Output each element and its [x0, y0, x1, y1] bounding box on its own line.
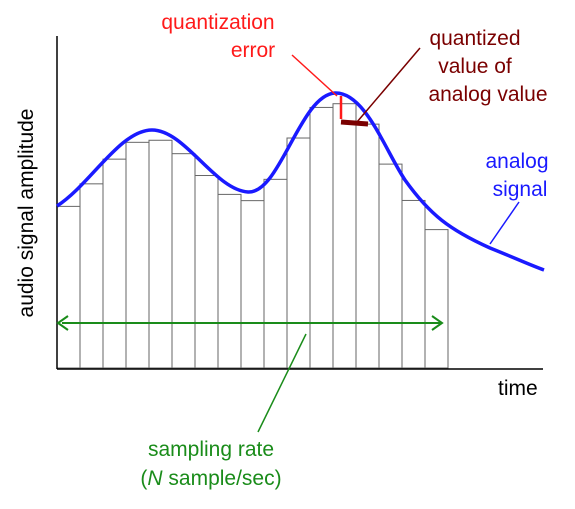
quantization-error-leader — [291, 54, 338, 97]
quantized-value-marker — [340, 119, 369, 127]
analog-signal-label-line2: signal — [493, 178, 548, 201]
sampling-rate-paren: ( — [140, 467, 147, 490]
sample-bar — [56, 205, 81, 369]
sample-bars — [56, 103, 449, 369]
sampling-rate-leader — [257, 333, 307, 433]
sample-bar — [378, 163, 403, 369]
sample-bar — [286, 137, 311, 369]
analog-signal-label: analog signal — [485, 150, 548, 201]
analog-signal-leader — [489, 201, 520, 245]
sample-bar — [263, 178, 288, 369]
sampling-rate-label: sampling rate (N sample/sec) — [140, 438, 281, 490]
sampling-rate-symbol: N — [147, 467, 163, 490]
sample-bar — [332, 103, 357, 369]
sample-bar — [401, 199, 426, 369]
quantization-error-label-line2: error — [231, 39, 275, 62]
sample-bar — [148, 139, 173, 369]
sample-bar — [194, 175, 219, 369]
quantization-error-label: quantization error — [161, 11, 275, 62]
quantization-error-label-line1: quantization — [161, 11, 274, 34]
analog-signal-label-line1: analog — [485, 150, 548, 173]
sampling-rate-label-line1: sampling rate — [148, 438, 274, 461]
sample-bar — [240, 200, 265, 369]
quantized-value-leader — [356, 47, 421, 123]
quantized-value-label-line1: quantized — [429, 27, 520, 50]
sampling-rate-unit: sample/sec) — [163, 467, 282, 490]
sample-bar — [355, 123, 380, 369]
quantized-value-label: quantized value of analog value — [428, 27, 547, 106]
analog-signal-curve — [56, 91, 545, 272]
sample-bar — [125, 141, 150, 369]
x-axis-label: time — [498, 377, 538, 400]
sample-bar — [79, 183, 104, 369]
sample-bar — [309, 106, 334, 369]
sample-bar — [171, 153, 196, 369]
sample-bar — [217, 193, 242, 369]
quantized-value-label-line2: value of — [438, 55, 512, 78]
sampling-rate-arrow — [56, 315, 444, 331]
quantized-value-label-line3: analog value — [428, 83, 547, 106]
sample-bar — [424, 229, 449, 369]
y-axis-label: audio signal amplitude — [15, 109, 38, 318]
sampling-rate-label-line2: (N sample/sec) — [140, 467, 281, 490]
sample-bar — [102, 158, 127, 369]
